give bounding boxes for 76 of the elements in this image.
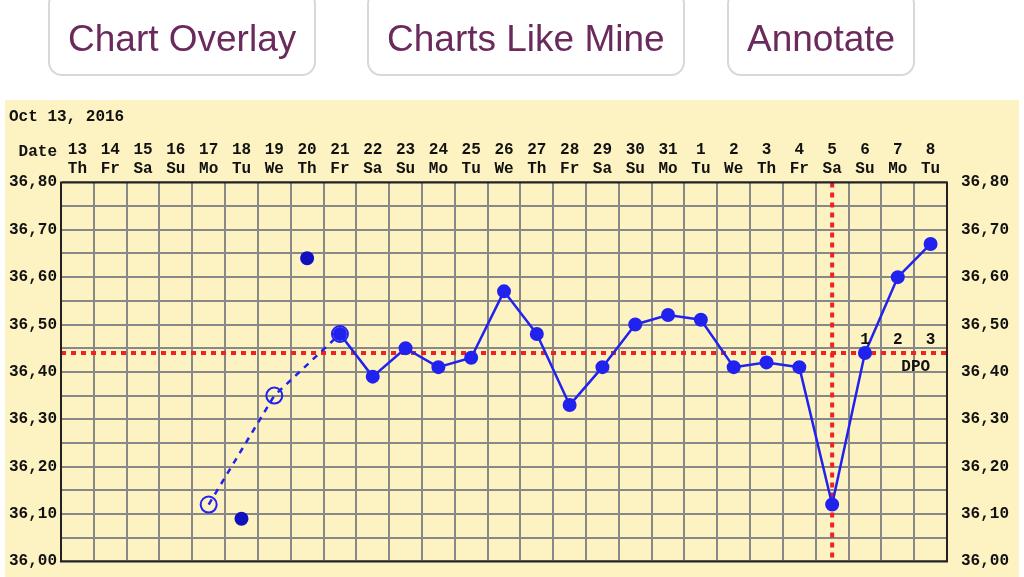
x-tick-label: 26 We bbox=[494, 140, 514, 178]
chart-subtitle: Oct 13, 2016 bbox=[9, 108, 125, 127]
x-tick-label: 25 Tu bbox=[461, 140, 481, 178]
x-tick-label: 6 Su bbox=[855, 140, 875, 178]
point bbox=[661, 308, 676, 323]
y2-tick-label: 36,50 bbox=[960, 315, 1010, 334]
annotation: 1 bbox=[860, 330, 870, 349]
x-tick-label: 1 Tu bbox=[691, 140, 711, 178]
y-tick-label: 36,50 bbox=[8, 315, 58, 334]
point bbox=[595, 360, 610, 375]
y-tick-label: 36,00 bbox=[8, 552, 58, 571]
point bbox=[923, 236, 938, 251]
x-tick-label: 27 Th bbox=[527, 140, 547, 178]
point bbox=[497, 284, 511, 299]
y2-tick-label: 36,80 bbox=[960, 173, 1010, 192]
y-tick-label: 36,40 bbox=[8, 362, 58, 381]
point bbox=[825, 497, 840, 512]
y-tick-label: 36,10 bbox=[8, 505, 58, 524]
x-tick-label: 8 Tu bbox=[920, 140, 941, 178]
point bbox=[398, 341, 413, 356]
x-tick-label: 13 Th bbox=[67, 140, 88, 178]
y2-tick-label: 36,00 bbox=[960, 552, 1010, 571]
y2-tick-label: 36,40 bbox=[960, 362, 1010, 381]
y-tick-label: 36,80 bbox=[8, 173, 58, 192]
point bbox=[199, 495, 218, 514]
x-tick-label: 16 Su bbox=[166, 140, 186, 178]
point bbox=[234, 511, 249, 526]
x-tick-label: 14 Fr bbox=[100, 140, 121, 178]
point bbox=[265, 386, 284, 405]
x-tick-label: 18 Tu bbox=[231, 140, 252, 178]
x-tick-label: 19 We bbox=[264, 140, 284, 178]
annotation: DPO bbox=[901, 357, 931, 376]
point bbox=[431, 360, 446, 375]
y-tick-label: 36,30 bbox=[8, 410, 58, 429]
x-tick-label: 2 We bbox=[724, 140, 744, 178]
text: Annotate bbox=[727, 0, 916, 76]
x-tick-label: 7 Mo bbox=[888, 140, 908, 178]
x-tick-label: 21 Fr bbox=[330, 140, 350, 178]
point bbox=[693, 312, 708, 327]
point bbox=[529, 327, 544, 341]
x-tick-label: 20 Th bbox=[297, 140, 317, 178]
x-tick-label: 15 Sa bbox=[133, 140, 154, 178]
point bbox=[792, 360, 807, 375]
y2-tick-label: 36,70 bbox=[960, 220, 1010, 239]
y2-tick-label: 36,60 bbox=[960, 268, 1010, 287]
x-tick-label: 5 Sa bbox=[822, 140, 843, 178]
x-tick-label: 3 Th bbox=[756, 140, 777, 178]
x-tick-label: 31 Mo bbox=[658, 140, 678, 178]
point bbox=[759, 355, 774, 370]
x-tick-label: 24 Mo bbox=[428, 140, 449, 178]
text: Charts Like Mine bbox=[367, 0, 685, 76]
x-tick-label: 29 Sa bbox=[592, 140, 613, 178]
y2-tick-label: 36,10 bbox=[960, 505, 1010, 524]
point bbox=[857, 345, 872, 360]
x-axis-title: Date bbox=[18, 143, 58, 162]
point bbox=[365, 369, 380, 384]
y-tick-label: 36,70 bbox=[8, 220, 58, 239]
y-tick-label: 36,60 bbox=[8, 268, 58, 287]
point bbox=[726, 360, 741, 375]
x-tick-label: 28 Fr bbox=[560, 140, 580, 178]
y-tick-label: 36,20 bbox=[8, 457, 58, 476]
x-tick-label: 23 Su bbox=[395, 140, 416, 178]
annotation: 3 bbox=[925, 330, 936, 349]
point bbox=[562, 398, 577, 413]
y2-tick-label: 36,20 bbox=[960, 457, 1010, 476]
y2-tick-label: 36,30 bbox=[960, 410, 1010, 429]
x-tick-label: 17 Mo bbox=[199, 140, 219, 178]
point bbox=[300, 251, 315, 266]
x-tick-label: 4 Fr bbox=[789, 140, 809, 178]
point bbox=[628, 317, 643, 332]
annotation: 2 bbox=[892, 330, 903, 349]
text: Chart Overlay bbox=[48, 0, 317, 76]
x-tick-label: 30 Su bbox=[625, 140, 645, 178]
point bbox=[464, 350, 479, 365]
point bbox=[890, 270, 905, 285]
x-tick-label: 22 Sa bbox=[363, 140, 383, 178]
